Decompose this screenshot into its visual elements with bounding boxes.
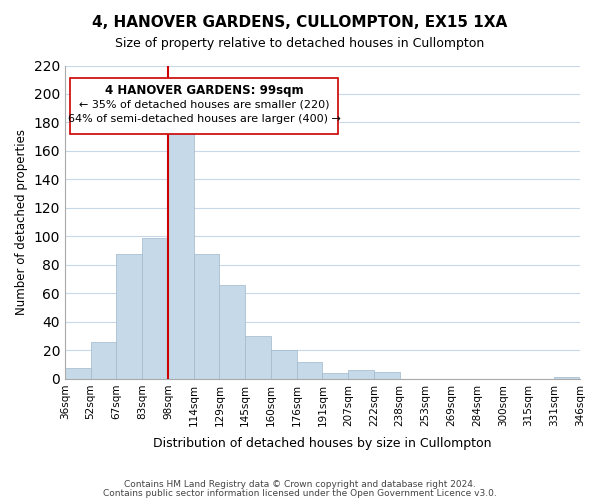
FancyBboxPatch shape [70,78,338,134]
Text: Contains public sector information licensed under the Open Government Licence v3: Contains public sector information licen… [103,489,497,498]
Text: Size of property relative to detached houses in Cullompton: Size of property relative to detached ho… [115,38,485,51]
Bar [65,368,91,379]
Bar [554,378,580,379]
Bar [194,254,220,379]
Text: 64% of semi-detached houses are larger (400) →: 64% of semi-detached houses are larger (… [68,114,340,124]
Bar [142,238,168,379]
Bar [297,362,322,379]
Bar [168,130,194,379]
Y-axis label: Number of detached properties: Number of detached properties [15,129,28,315]
Bar [220,285,245,379]
Text: 4 HANOVER GARDENS: 99sqm: 4 HANOVER GARDENS: 99sqm [104,84,304,98]
Bar [271,350,297,379]
Bar [245,336,271,379]
Bar [374,372,400,379]
Text: Contains HM Land Registry data © Crown copyright and database right 2024.: Contains HM Land Registry data © Crown c… [124,480,476,489]
Bar [348,370,374,379]
X-axis label: Distribution of detached houses by size in Cullompton: Distribution of detached houses by size … [153,437,492,450]
Text: 4, HANOVER GARDENS, CULLOMPTON, EX15 1XA: 4, HANOVER GARDENS, CULLOMPTON, EX15 1XA [92,15,508,30]
Bar [322,373,348,379]
Text: ← 35% of detached houses are smaller (220): ← 35% of detached houses are smaller (22… [79,100,329,110]
Bar [91,342,116,379]
Bar [116,254,142,379]
